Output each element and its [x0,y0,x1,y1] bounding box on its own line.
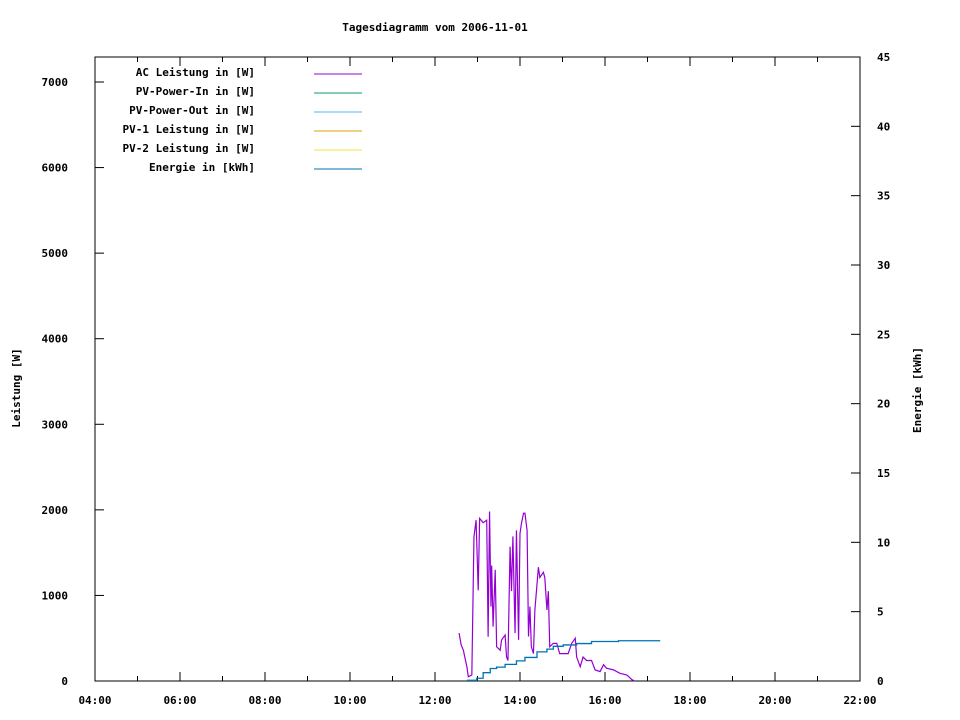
x-tick-label: 20:00 [758,694,791,707]
x-tick-label: 10:00 [333,694,366,707]
y-tick-label: 7000 [42,76,69,89]
legend-label: PV-Power-In in [W] [136,85,255,98]
y2-tick-label: 25 [877,328,890,341]
legend-label: Energie in [kWh] [149,161,255,174]
legend-label: PV-Power-Out in [W] [129,104,255,117]
x-tick-label: 08:00 [248,694,281,707]
legend-label: PV-2 Leistung in [W] [123,142,255,155]
y2-tick-label: 10 [877,536,890,549]
series-line-5 [466,640,661,681]
y2-tick-label: 0 [877,675,884,688]
x-tick-label: 04:00 [78,694,111,707]
y-tick-label: 6000 [42,162,69,175]
legend: AC Leistung in [W] PV-Power-In in [W] PV-P… [123,66,362,174]
x-tick-label: 14:00 [503,694,536,707]
y-tick-label: 3000 [42,418,69,431]
y2-tick-label: 5 [877,606,884,619]
y-tick-label: 4000 [42,333,69,346]
y-tick-label: 1000 [42,589,69,602]
legend-label: AC Leistung in [W] [136,66,255,79]
chart-title: Tagesdiagramm vom 2006-11-01 [342,21,528,34]
y-tick-label: 2000 [42,504,69,517]
y2-axis-label: Energie [kWh] [911,347,924,433]
x-tick-label: 22:00 [843,694,876,707]
x-tick-label: 18:00 [673,694,706,707]
legend-label: PV-1 Leistung in [W] [123,123,255,136]
y-tick-label: 0 [61,675,68,688]
x-tick-label: 16:00 [588,694,621,707]
y2-tick-label: 45 [877,51,890,64]
y2-tick-label: 20 [877,398,890,411]
y2-tick-label: 35 [877,190,890,203]
y2-tick-label: 15 [877,467,890,480]
y2-tick-label: 30 [877,259,890,272]
y-tick-label: 5000 [42,247,69,260]
y-axis-label: Leistung [W] [10,348,23,427]
x-tick-label: 12:00 [418,694,451,707]
y2-tick-label: 40 [877,120,890,133]
series-line-0 [458,511,635,682]
x-tick-label: 06:00 [163,694,196,707]
